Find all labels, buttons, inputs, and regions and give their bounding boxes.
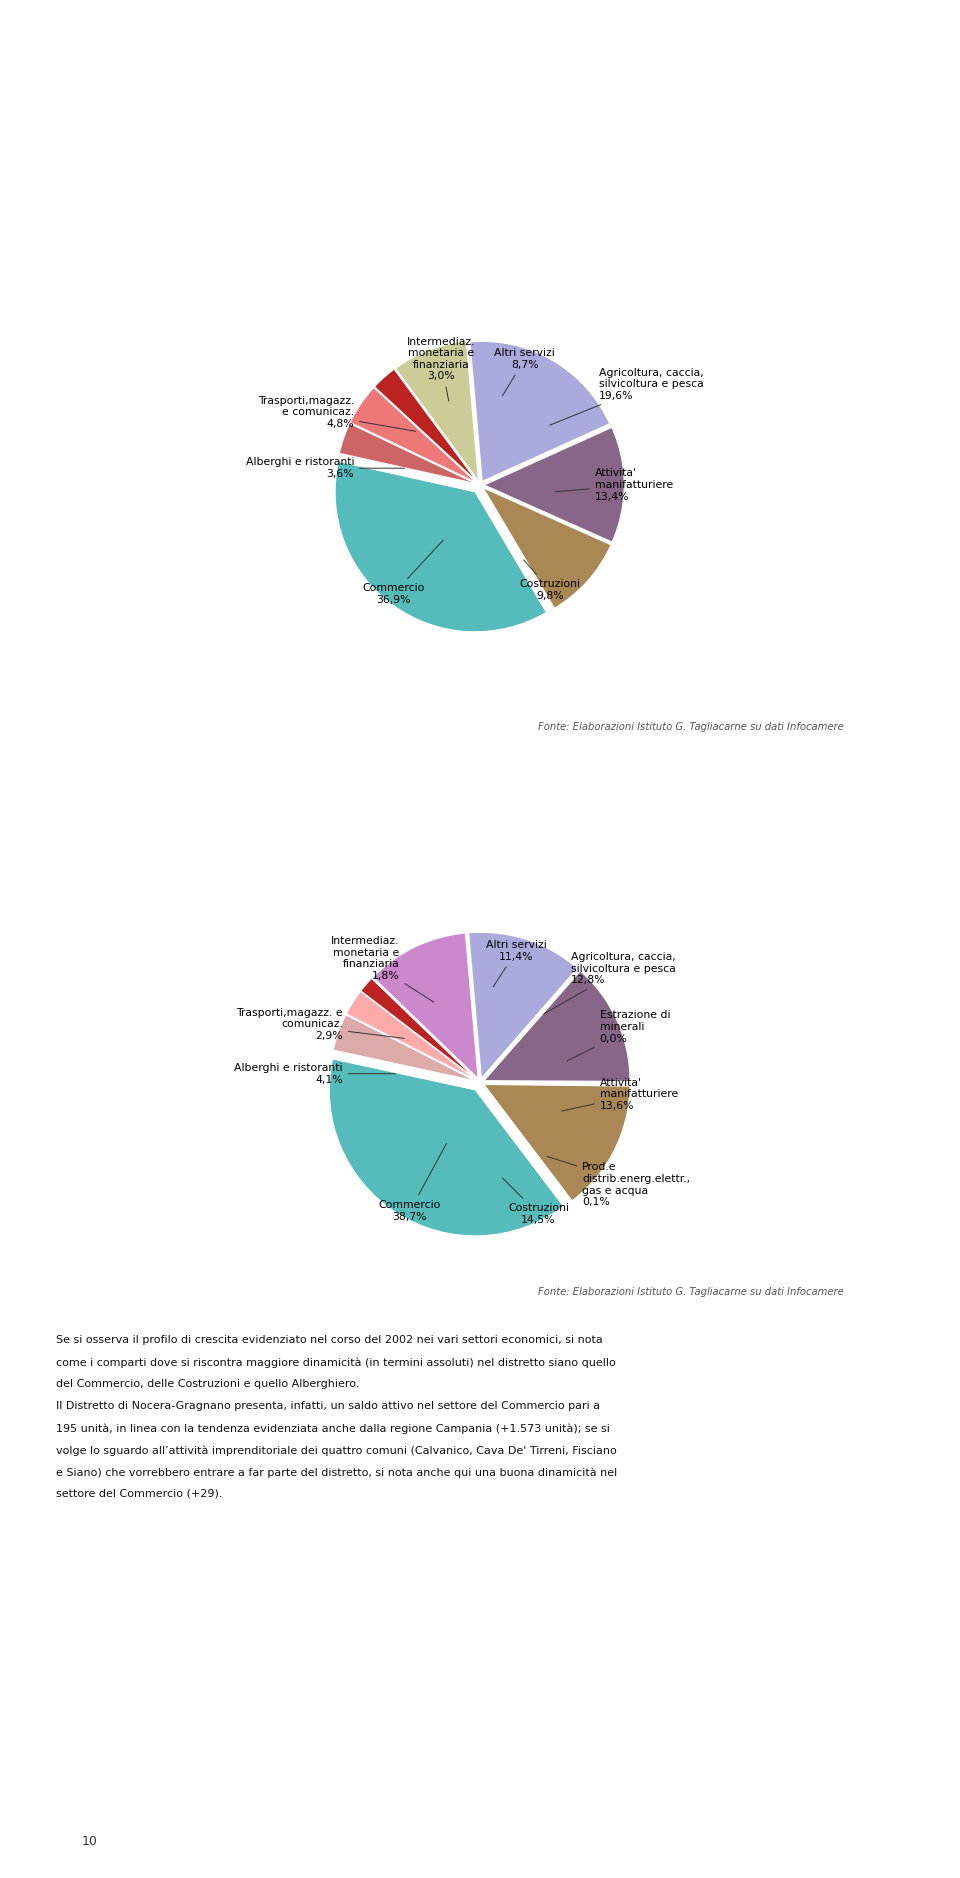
Wedge shape bbox=[329, 1059, 564, 1236]
Text: Altri servizi
11,4%: Altri servizi 11,4% bbox=[486, 941, 547, 986]
Text: Altri servizi
8,7%: Altri servizi 8,7% bbox=[494, 347, 555, 396]
Wedge shape bbox=[333, 1014, 476, 1082]
Text: settore del Commercio (+29).: settore del Commercio (+29). bbox=[56, 1489, 222, 1499]
Text: e Siano) che vorrebbero entrare a far parte del distretto, si nota anche qui una: e Siano) che vorrebbero entrare a far pa… bbox=[56, 1467, 617, 1478]
Text: Fonte: Elaborazioni Istituto G. Tagliacarne su dati Infocamere: Fonte: Elaborazioni Istituto G. Tagliaca… bbox=[538, 721, 843, 732]
Wedge shape bbox=[347, 992, 476, 1080]
Text: Il Distretto di Nocera-Gragnano presenta, infatti, un saldo attivo nel settore d: Il Distretto di Nocera-Gragnano presenta… bbox=[56, 1401, 600, 1410]
Wedge shape bbox=[374, 370, 477, 483]
Wedge shape bbox=[484, 428, 624, 543]
Wedge shape bbox=[483, 488, 611, 608]
Text: Fonte: Elaborazioni Istituto G. Tagliacarne su dati Infocamere: Fonte: Elaborazioni Istituto G. Tagliaca… bbox=[538, 1286, 843, 1298]
Text: Trasporti,magazz. e
comunicaz.
2,9%: Trasporti,magazz. e comunicaz. 2,9% bbox=[236, 1007, 404, 1040]
Wedge shape bbox=[361, 978, 477, 1080]
Wedge shape bbox=[470, 342, 610, 481]
Text: 10: 10 bbox=[82, 1835, 98, 1848]
Text: Alberghi e ristoranti
4,1%: Alberghi e ristoranti 4,1% bbox=[234, 1063, 396, 1084]
Text: Commercio
38,7%: Commercio 38,7% bbox=[379, 1144, 446, 1223]
Text: del Commercio, delle Costruzioni e quello Alberghiero.: del Commercio, delle Costruzioni e quell… bbox=[56, 1378, 359, 1390]
Text: Commercio
36,9%: Commercio 36,9% bbox=[362, 541, 444, 605]
Text: Costruzioni
9,8%: Costruzioni 9,8% bbox=[519, 560, 581, 601]
Wedge shape bbox=[484, 1084, 630, 1200]
Text: Agricoltura, caccia,
silvicoltura e pesca
12,8%: Agricoltura, caccia, silvicoltura e pesc… bbox=[543, 952, 675, 1014]
Text: Attivita'
manifatturiere
13,6%: Attivita' manifatturiere 13,6% bbox=[562, 1078, 678, 1112]
Text: Agricoltura, caccia,
silvicoltura e pesca
19,6%: Agricoltura, caccia, silvicoltura e pesc… bbox=[550, 368, 704, 424]
Text: Attivita'
manifatturiere
13,4%: Attivita' manifatturiere 13,4% bbox=[556, 468, 673, 501]
Text: Prod.e
distrib.energ.elettr.,
gas e acqua
0,1%: Prod.e distrib.energ.elettr., gas e acqu… bbox=[547, 1157, 690, 1208]
Text: Fisciano e Siano per settore di attività economica (2002): Fisciano e Siano per settore di attività… bbox=[47, 877, 474, 890]
Wedge shape bbox=[335, 462, 546, 631]
Text: Se si osserva il profilo di crescita evidenziato nel corso del 2002 nei vari set: Se si osserva il profilo di crescita evi… bbox=[56, 1335, 603, 1345]
Wedge shape bbox=[483, 969, 579, 1080]
Text: Trasporti,magazz.
e comunicaz.
4,8%: Trasporti,magazz. e comunicaz. 4,8% bbox=[257, 396, 416, 432]
Text: volge lo sguardo all’attività imprenditoriale dei quattro comuni (Calvanico, Cav: volge lo sguardo all’attività imprendito… bbox=[56, 1444, 616, 1455]
Text: Grafico 2 – Distribuzione delle aziende attive nei comuni di Calvanico, Cava De': Grafico 2 – Distribuzione delle aziende … bbox=[47, 839, 701, 853]
Text: 195 unità, in linea con la tendenza evidenziata anche dalla regione Campania (+1: 195 unità, in linea con la tendenza evid… bbox=[56, 1424, 610, 1433]
Wedge shape bbox=[396, 342, 478, 481]
Wedge shape bbox=[339, 423, 476, 485]
Text: Intermediaz.
monetaria e
finanziaria
1,8%: Intermediaz. monetaria e finanziaria 1,8… bbox=[331, 935, 434, 1003]
Wedge shape bbox=[468, 931, 577, 1078]
Text: Costruzioni
14,5%: Costruzioni 14,5% bbox=[502, 1178, 569, 1224]
Text: Grafico1 – Distribuzione delle aziende attive nel Distretto di Nocera-Gragnano (: Grafico1 – Distribuzione delle aziende a… bbox=[47, 282, 687, 295]
Text: Intermediaz.
monetaria e
finanziaria
3,0%: Intermediaz. monetaria e finanziaria 3,0… bbox=[406, 336, 475, 402]
Text: come i comparti dove si riscontra maggiore dinamicità (in termini assoluti) nel : come i comparti dove si riscontra maggio… bbox=[56, 1358, 615, 1367]
Text: Alberghi e ristoranti
3,6%: Alberghi e ristoranti 3,6% bbox=[246, 458, 404, 479]
Text: Estrazione di
minerali
0,0%: Estrazione di minerali 0,0% bbox=[567, 1010, 670, 1061]
Wedge shape bbox=[484, 971, 630, 1082]
Wedge shape bbox=[373, 933, 478, 1078]
Wedge shape bbox=[350, 387, 476, 483]
